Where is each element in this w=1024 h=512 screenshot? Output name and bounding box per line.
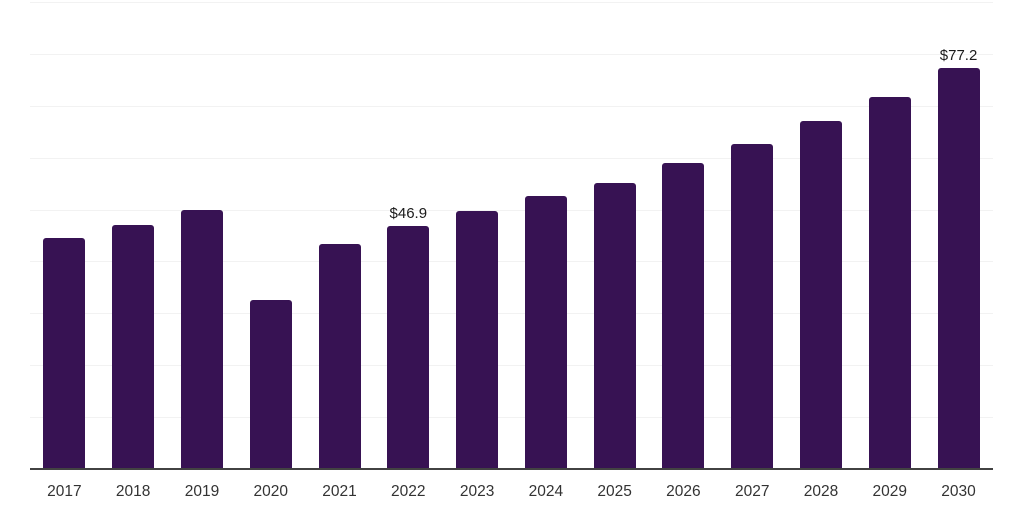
bar-2025 bbox=[593, 182, 636, 469]
x-tick-label-2027: 2027 bbox=[734, 483, 770, 500]
bar-2022: $46.9 bbox=[387, 205, 430, 469]
bar-2020 bbox=[249, 299, 292, 469]
x-tick-label-2023: 2023 bbox=[459, 483, 495, 500]
x-tick-label-2026: 2026 bbox=[666, 483, 701, 500]
bar-2019 bbox=[180, 210, 223, 469]
bar-2018 bbox=[112, 224, 155, 469]
x-tick-label-2021: 2021 bbox=[322, 483, 357, 500]
value-label-2030: $77.2 bbox=[939, 47, 978, 65]
x-tick-label-2024: 2024 bbox=[528, 483, 564, 500]
x-tick-label-2025: 2025 bbox=[597, 483, 632, 500]
gridline-90 bbox=[30, 2, 993, 3]
x-tick-label-2019: 2019 bbox=[184, 483, 220, 500]
bar-2023 bbox=[456, 211, 499, 469]
x-tick-label-2018: 2018 bbox=[115, 483, 151, 500]
bar-2028 bbox=[799, 120, 842, 469]
bar-2024 bbox=[524, 196, 567, 469]
value-label-2022: $46.9 bbox=[389, 204, 428, 222]
bar-2030: $77.2 bbox=[937, 47, 980, 469]
gridline-20 bbox=[30, 365, 993, 367]
gridline-60 bbox=[30, 157, 993, 159]
x-tick-label-2028: 2028 bbox=[803, 483, 839, 500]
bar-2026 bbox=[662, 163, 705, 469]
plot-area: $46.9 $77.2 bbox=[30, 2, 993, 470]
bar-2021 bbox=[318, 243, 361, 469]
bar-2017 bbox=[43, 237, 86, 469]
x-tick-label-2029: 2029 bbox=[872, 483, 907, 500]
gridline-30 bbox=[30, 313, 993, 315]
gridline-40 bbox=[30, 261, 993, 263]
x-tick-label-2022: 2022 bbox=[391, 483, 426, 500]
bars-layer: $46.9 $77.2 bbox=[30, 2, 993, 469]
x-tick-label-2030: 2030 bbox=[941, 483, 976, 500]
gridline-10 bbox=[30, 417, 993, 419]
x-axis-line bbox=[30, 468, 993, 470]
gridline-80 bbox=[30, 53, 993, 55]
x-axis-labels: 2017 2018 2019 2020 2021 2022 2023 2024 2025 2026… bbox=[30, 483, 993, 501]
x-tick-label-2020: 2020 bbox=[253, 483, 288, 500]
gridline-50 bbox=[30, 209, 993, 211]
bar-2027 bbox=[731, 143, 774, 469]
bar-2029 bbox=[868, 96, 911, 469]
gridline-70 bbox=[30, 105, 993, 107]
x-tick-label-2017: 2017 bbox=[47, 483, 82, 500]
